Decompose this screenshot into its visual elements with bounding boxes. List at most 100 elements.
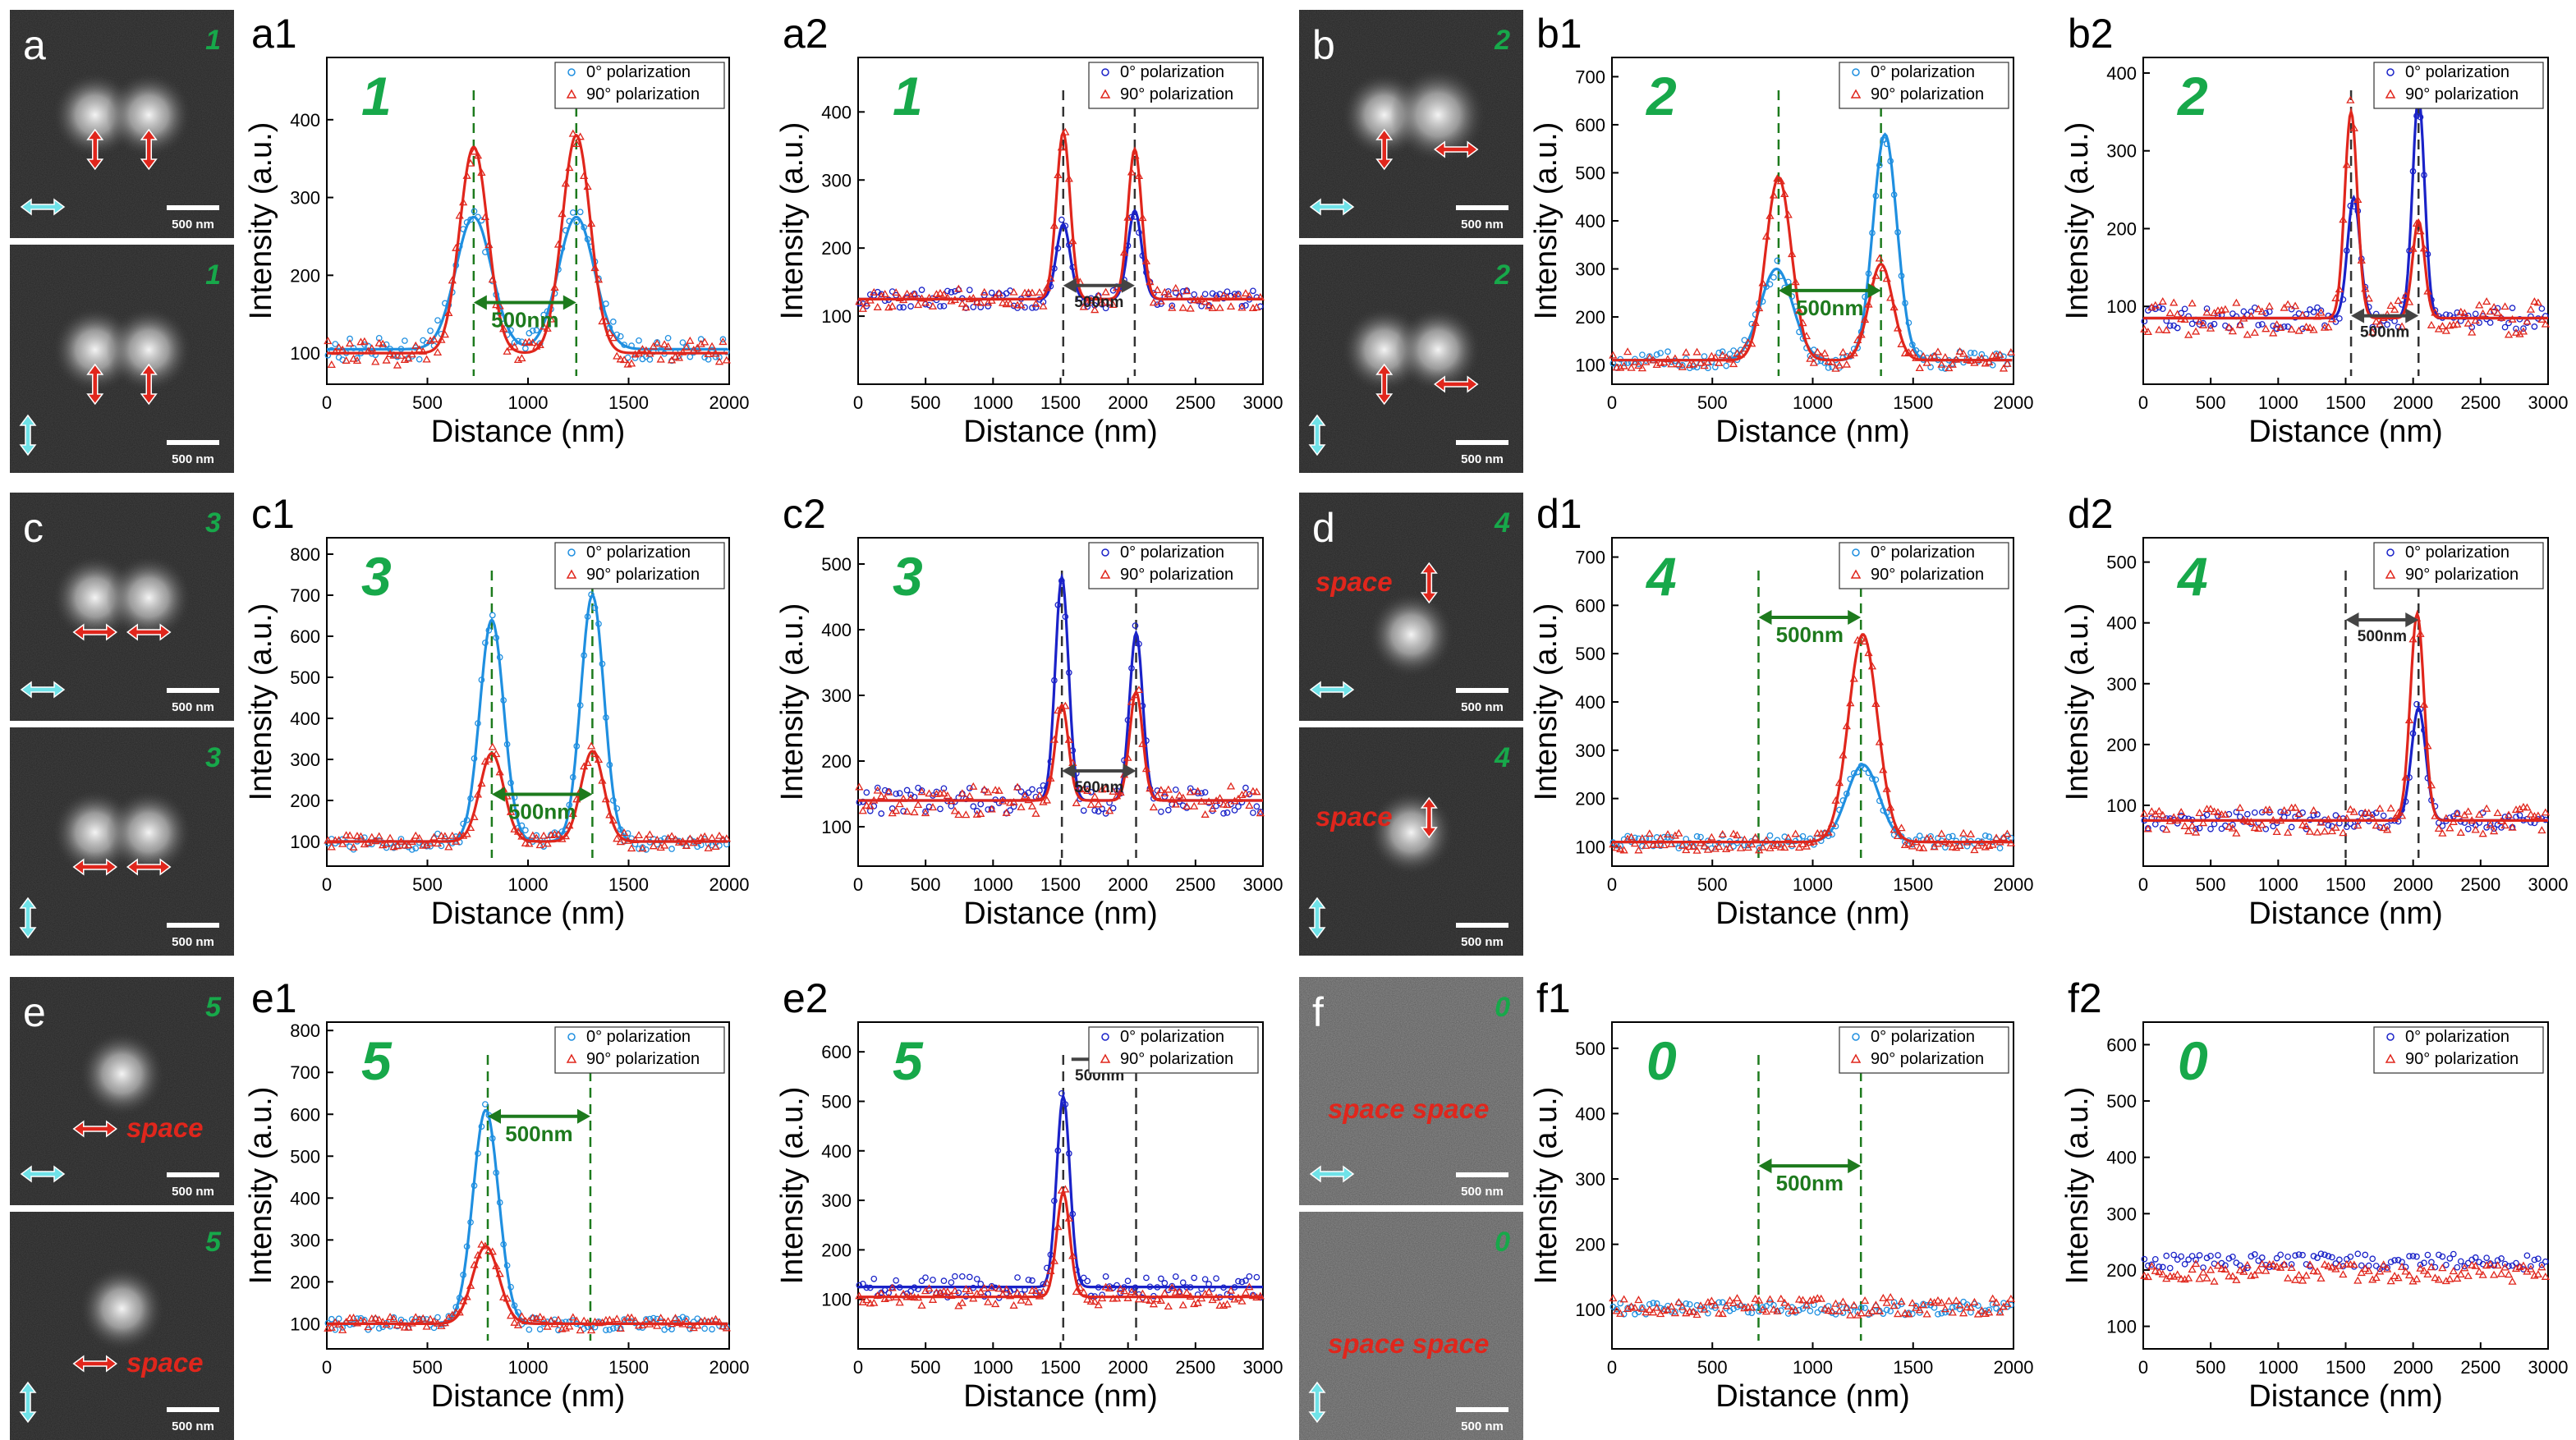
- data-point: [2327, 827, 2337, 835]
- data-point: [966, 287, 973, 294]
- arrowhead-right-icon: [2405, 308, 2419, 323]
- data-point: [892, 806, 901, 814]
- data-point: [1798, 840, 1807, 848]
- data-point: [1692, 1310, 1701, 1318]
- panel-id-label: a1: [251, 11, 297, 57]
- data-point: [2185, 1256, 2192, 1263]
- data-point: [2439, 823, 2446, 829]
- data-point: [980, 287, 989, 296]
- data-point: [1707, 1296, 1716, 1305]
- data-point: [1190, 801, 1199, 809]
- data-point: [1627, 1302, 1636, 1310]
- y-tick-label: 300: [290, 188, 320, 209]
- data-point: [2317, 818, 2326, 826]
- data-point: [613, 1314, 622, 1323]
- legend-marker-circle: [2386, 68, 2395, 76]
- data-point: [2298, 1276, 2307, 1284]
- data-point: [2379, 1260, 2388, 1268]
- data-point: [2533, 1270, 2543, 1278]
- legend-label: 90° polarization: [1120, 1050, 1233, 1068]
- data-point: [553, 830, 563, 838]
- data-point: [1770, 1301, 1777, 1309]
- x-tick-label: 3000: [1243, 1357, 1283, 1378]
- data-point: [707, 833, 717, 842]
- legend-marker-triangle: [1100, 89, 1111, 99]
- data-point: [2523, 803, 2532, 811]
- data-point: [1193, 786, 1202, 795]
- data-point: [528, 831, 537, 839]
- data-point: [2421, 1259, 2427, 1267]
- data-point: [1171, 800, 1180, 808]
- data-point: [957, 1298, 967, 1306]
- data-point: [1966, 1303, 1976, 1311]
- data-point: [2250, 823, 2259, 832]
- data-point: [1864, 1309, 1873, 1317]
- data-point: [2198, 320, 2208, 328]
- data-point: [719, 337, 728, 346]
- data-point: [1667, 360, 1676, 368]
- data-point: [722, 355, 732, 364]
- y-tick-label: 700: [290, 1062, 320, 1083]
- x-tick-label: 2000: [709, 392, 750, 413]
- data-point: [1970, 846, 1979, 854]
- data-point: [952, 1273, 958, 1280]
- data-point: [533, 327, 540, 334]
- data-point: [2533, 298, 2543, 306]
- red-polarization-arrow-icon: [1375, 363, 1394, 406]
- micrograph-top: 2500 nm: [1299, 10, 1523, 238]
- data-point: [540, 1315, 549, 1323]
- data-point: [970, 803, 977, 810]
- data-point: [1773, 1306, 1782, 1314]
- data-point: [892, 288, 901, 296]
- data-point: [1172, 289, 1179, 296]
- data-point: [2147, 1262, 2156, 1270]
- data-point: [2482, 804, 2491, 812]
- data-point: [1042, 1278, 1052, 1286]
- data-point: [433, 348, 443, 356]
- data-point: [918, 287, 925, 293]
- arrowhead-left-icon: [1758, 1158, 1772, 1174]
- data-point: [858, 304, 867, 312]
- data-point: [902, 289, 911, 297]
- data-point: [2350, 823, 2358, 830]
- data-point: [1238, 1278, 1246, 1286]
- chart-d1: 0 500 1000 1500 2000100200300400500600700Dis…: [1529, 491, 2033, 931]
- data-point: [1182, 802, 1192, 810]
- data-point: [2284, 1273, 2293, 1282]
- data-point: [2364, 1266, 2373, 1274]
- data-point: [1945, 833, 1953, 841]
- data-point: [1609, 351, 1618, 359]
- data-point: [1116, 1284, 1125, 1292]
- data-point: [939, 1286, 948, 1295]
- data-point: [1689, 842, 1698, 851]
- data-point: [2207, 1252, 2214, 1259]
- data-point: [389, 1314, 398, 1323]
- data-point: [2523, 317, 2532, 325]
- data-point: [2254, 1266, 2263, 1274]
- distance-label: 500nm: [2358, 628, 2407, 645]
- x-tick-label: 1000: [1793, 392, 1833, 413]
- fit-curve: [1612, 633, 2013, 844]
- bright-spot: [106, 307, 192, 392]
- data-point: [2489, 1270, 2499, 1278]
- y-tick-label: 300: [821, 170, 852, 190]
- x-tick-label: 500: [2196, 1357, 2226, 1378]
- data-point: [1740, 344, 1749, 352]
- scale-bar: [167, 1172, 219, 1177]
- data-point: [1149, 803, 1159, 811]
- y-tick-label: 400: [1575, 692, 1605, 713]
- data-point: [338, 839, 347, 847]
- legend-marker-circle: [567, 1033, 576, 1041]
- data-point: [2178, 1253, 2185, 1260]
- data-point: [2317, 307, 2325, 314]
- data-point: [1208, 804, 1217, 812]
- y-tick-label: 300: [1575, 259, 1605, 280]
- data-point: [2243, 1260, 2252, 1268]
- data-point: [2508, 823, 2517, 831]
- cyan-polarization-arrow-icon: [19, 897, 37, 939]
- data-point: [1933, 1296, 1943, 1304]
- data-point: [627, 1313, 636, 1321]
